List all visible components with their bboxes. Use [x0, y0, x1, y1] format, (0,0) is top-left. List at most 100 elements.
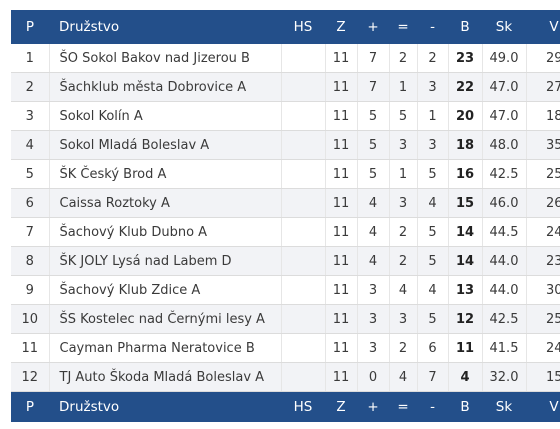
score-cell: 48.0 — [482, 130, 527, 160]
team-name-cell[interactable]: ŠK Český Brod A — [49, 159, 282, 189]
wins-cell: 3 — [357, 275, 390, 305]
matches-cell: 11 — [325, 217, 358, 247]
hs-cell — [281, 246, 326, 276]
points-cell: 4 — [448, 362, 483, 392]
team-name-cell[interactable]: Sokol Mladá Boleslav A — [49, 130, 282, 160]
matches-cell: 11 — [325, 101, 358, 131]
team-name-cell[interactable]: ŠS Kostelec nad Černými lesy A — [49, 304, 282, 334]
team-name-cell[interactable]: Šachový Klub Zdice A — [49, 275, 282, 305]
col-header-score[interactable]: Sk — [482, 10, 526, 44]
standings-table: P Družstvo HS Z + = - B Sk V 1 ŠO Sokol B… — [11, 10, 560, 422]
points-cell: 18 — [448, 130, 483, 160]
col-header-points[interactable]: B — [448, 10, 482, 44]
table-row[interactable]: 6 Caissa Roztoky A 11 4 3 4 15 46.0 26 — [11, 188, 560, 218]
draws-cell: 2 — [389, 44, 418, 73]
team-name-cell[interactable]: Šachklub města Dobrovice A — [49, 72, 282, 102]
hs-cell — [281, 188, 326, 218]
v-cell: 30 — [526, 275, 560, 305]
footer-header-losses: - — [417, 391, 448, 422]
points-cell: 15 — [448, 188, 483, 218]
team-name-cell[interactable]: Cayman Pharma Neratovice B — [49, 333, 282, 363]
footer-header-matches: Z — [325, 391, 357, 422]
table-row[interactable]: 11 Cayman Pharma Neratovice B 11 3 2 6 11 41.5 2… — [11, 333, 560, 363]
table-row[interactable]: 12 TJ Auto Škoda Mladá Boleslav A 11 0 4 7 4 32… — [11, 362, 560, 392]
col-header-v[interactable]: V — [526, 10, 560, 44]
position-cell: 4 — [11, 130, 50, 160]
draws-cell: 1 — [389, 72, 418, 102]
footer-header-team: Družstvo — [49, 391, 281, 422]
table-row[interactable]: 5 ŠK Český Brod A 11 5 1 5 16 42.5 25 — [11, 159, 560, 189]
wins-cell: 3 — [357, 333, 390, 363]
col-header-matches[interactable]: Z — [325, 10, 357, 44]
footer-header-hs: HS — [281, 391, 325, 422]
matches-cell: 11 — [325, 246, 358, 276]
hs-cell — [281, 217, 326, 247]
team-name-cell[interactable]: Caissa Roztoky A — [49, 188, 282, 218]
col-header-draws[interactable]: = — [389, 10, 417, 44]
col-header-team[interactable]: Družstvo — [49, 10, 281, 44]
matches-cell: 11 — [325, 304, 358, 334]
matches-cell: 11 — [325, 362, 358, 392]
hs-cell — [281, 159, 326, 189]
score-cell: 41.5 — [482, 333, 527, 363]
standings-body: 1 ŠO Sokol Bakov nad Jizerou B 11 7 2 2 23 49.0… — [11, 44, 560, 392]
v-cell: 27 — [526, 72, 560, 102]
hs-cell — [281, 44, 326, 73]
matches-cell: 11 — [325, 159, 358, 189]
footer-header-wins: + — [357, 391, 389, 422]
wins-cell: 3 — [357, 304, 390, 334]
col-header-losses[interactable]: - — [417, 10, 448, 44]
matches-cell: 11 — [325, 72, 358, 102]
table-row[interactable]: 9 Šachový Klub Zdice A 11 3 4 4 13 44.0 30 — [11, 275, 560, 305]
team-name-cell[interactable]: TJ Auto Škoda Mladá Boleslav A — [49, 362, 282, 392]
hs-cell — [281, 333, 326, 363]
losses-cell: 1 — [417, 101, 449, 131]
position-cell: 11 — [11, 333, 50, 363]
points-cell: 20 — [448, 101, 483, 131]
position-cell: 7 — [11, 217, 50, 247]
points-cell: 14 — [448, 217, 483, 247]
matches-cell: 11 — [325, 333, 358, 363]
table-row[interactable]: 7 Šachový Klub Dubno A 11 4 2 5 14 44.5 24 — [11, 217, 560, 247]
losses-cell: 7 — [417, 362, 449, 392]
score-cell: 49.0 — [482, 44, 527, 73]
matches-cell: 11 — [325, 275, 358, 305]
wins-cell: 7 — [357, 44, 390, 73]
table-row[interactable]: 8 ŠK JOLY Lysá nad Labem D 11 4 2 5 14 44.0 23 — [11, 246, 560, 276]
v-cell: 29 — [526, 44, 560, 73]
col-header-hs[interactable]: HS — [281, 10, 325, 44]
position-cell: 1 — [11, 44, 50, 73]
draws-cell: 3 — [389, 188, 418, 218]
score-cell: 47.0 — [482, 72, 527, 102]
col-header-wins[interactable]: + — [357, 10, 389, 44]
losses-cell: 5 — [417, 217, 449, 247]
points-cell: 12 — [448, 304, 483, 334]
v-cell: 18 — [526, 101, 560, 131]
hs-cell — [281, 101, 326, 131]
draws-cell: 3 — [389, 304, 418, 334]
draws-cell: 3 — [389, 130, 418, 160]
score-cell: 32.0 — [482, 362, 527, 392]
footer-header-position: P — [11, 391, 49, 422]
position-cell: 3 — [11, 101, 50, 131]
losses-cell: 2 — [417, 44, 449, 73]
team-name-cell[interactable]: ŠK JOLY Lysá nad Labem D — [49, 246, 282, 276]
wins-cell: 4 — [357, 217, 390, 247]
table-row[interactable]: 10 ŠS Kostelec nad Černými lesy A 11 3 3 5 12 4… — [11, 304, 560, 334]
v-cell: 24 — [526, 333, 560, 363]
score-cell: 44.0 — [482, 275, 527, 305]
hs-cell — [281, 304, 326, 334]
team-name-cell[interactable]: ŠO Sokol Bakov nad Jizerou B — [49, 44, 282, 73]
table-row[interactable]: 1 ŠO Sokol Bakov nad Jizerou B 11 7 2 2 23 49.0… — [11, 44, 560, 73]
header-row: P Družstvo HS Z + = - B Sk V — [11, 10, 560, 44]
table-row[interactable]: 3 Sokol Kolín A 11 5 5 1 20 47.0 18 — [11, 101, 560, 131]
team-name-cell[interactable]: Šachový Klub Dubno A — [49, 217, 282, 247]
table-row[interactable]: 4 Sokol Mladá Boleslav A 11 5 3 3 18 48.0 35 — [11, 130, 560, 160]
table-row[interactable]: 2 Šachklub města Dobrovice A 11 7 1 3 22 47.0 27 — [11, 72, 560, 102]
draws-cell: 2 — [389, 333, 418, 363]
wins-cell: 0 — [357, 362, 390, 392]
losses-cell: 4 — [417, 275, 449, 305]
col-header-position[interactable]: P — [11, 10, 49, 44]
team-name-cell[interactable]: Sokol Kolín A — [49, 101, 282, 131]
points-cell: 13 — [448, 275, 483, 305]
